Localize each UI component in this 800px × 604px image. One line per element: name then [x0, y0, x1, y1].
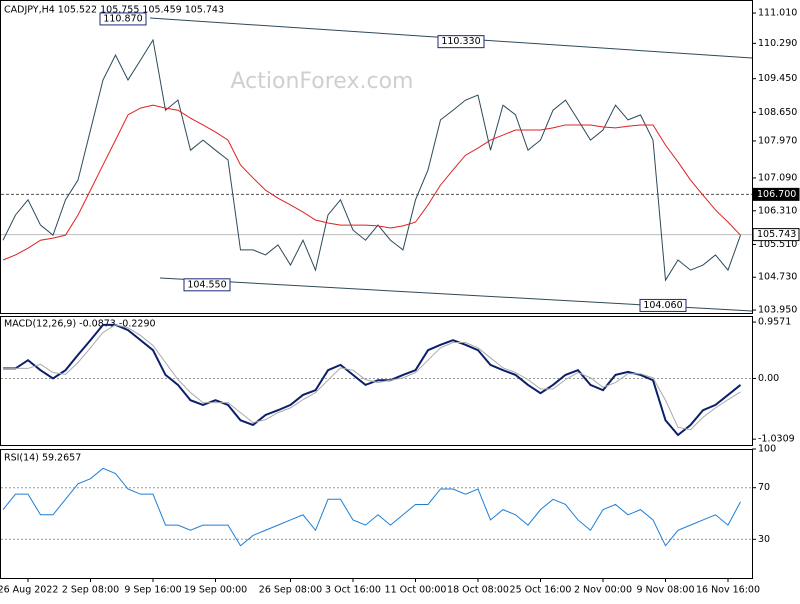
x-tick-label: 18 Oct 08:00 — [447, 585, 509, 596]
y-tick-label: 103.950 — [758, 305, 797, 316]
level-label: 105.743 — [757, 229, 796, 240]
y-tick-label: 70 — [758, 482, 770, 493]
x-tick-label: 11 Oct 00:00 — [385, 585, 447, 596]
y-tick-label: 109.450 — [758, 73, 797, 84]
annotation-box — [99, 12, 147, 26]
x-tick-label: 26 Sep 08:00 — [259, 585, 322, 596]
price-frame — [0, 0, 753, 314]
series-line — [3, 323, 742, 437]
series-line — [2, 38, 741, 282]
annotation-label: 110.870 — [103, 13, 142, 24]
x-tick-label: 19 Sep 00:00 — [184, 585, 247, 596]
y-tick-label: 107.970 — [758, 135, 797, 146]
y-tick-label: 30 — [758, 534, 770, 545]
x-tick-label: 26 Aug 2022 — [0, 585, 58, 596]
level-label: 106.700 — [757, 189, 796, 200]
annotation-label: 110.330 — [441, 36, 480, 47]
x-tick-label: 2 Nov 00:00 — [574, 585, 632, 596]
annotation-box — [183, 278, 231, 292]
macd-frame — [0, 316, 753, 446]
y-tick-label: 0.9571 — [758, 317, 791, 328]
x-tick-label: 9 Nov 08:00 — [636, 585, 694, 596]
rsi-title: RSI(14) 59.2657 — [4, 453, 81, 464]
annotation-label: 104.060 — [643, 300, 682, 311]
series-line — [2, 104, 741, 261]
y-tick-label: 100 — [758, 444, 776, 455]
series-line — [2, 467, 741, 547]
rsi-frame — [0, 449, 753, 579]
x-tick-label: 3 Oct 16:00 — [325, 585, 381, 596]
y-tick-label: -1.0309 — [758, 434, 795, 445]
y-tick-label: 111.010 — [758, 8, 797, 19]
level-box — [752, 187, 800, 201]
macd-title: MACD(12,26,9) -0.0873 -0.2290 — [4, 319, 156, 330]
annotation-box — [639, 298, 687, 312]
annotation-box — [437, 35, 485, 49]
series-line — [3, 324, 741, 431]
x-tick-label: 25 Oct 16:00 — [510, 585, 572, 596]
y-tick-label: 0.00 — [758, 373, 779, 384]
x-tick-label: 2 Sep 08:00 — [62, 585, 119, 596]
chart-title: CADJPY,H4 105.522 105.755 105.459 105.74… — [4, 5, 224, 16]
y-tick-label: 107.090 — [758, 172, 797, 183]
y-tick-label: 106.310 — [758, 205, 797, 216]
watermark: ActionForex.com — [231, 69, 414, 94]
y-tick-label: 108.650 — [758, 107, 797, 118]
annotation-label: 104.550 — [187, 279, 226, 290]
y-tick-label: 104.730 — [758, 272, 797, 283]
x-tick-label: 9 Sep 16:00 — [124, 585, 181, 596]
level-box — [752, 228, 800, 242]
y-tick-label: 105.510 — [758, 239, 797, 250]
y-tick-label: 110.290 — [758, 38, 797, 49]
x-tick-label: 16 Nov 16:00 — [696, 585, 760, 596]
